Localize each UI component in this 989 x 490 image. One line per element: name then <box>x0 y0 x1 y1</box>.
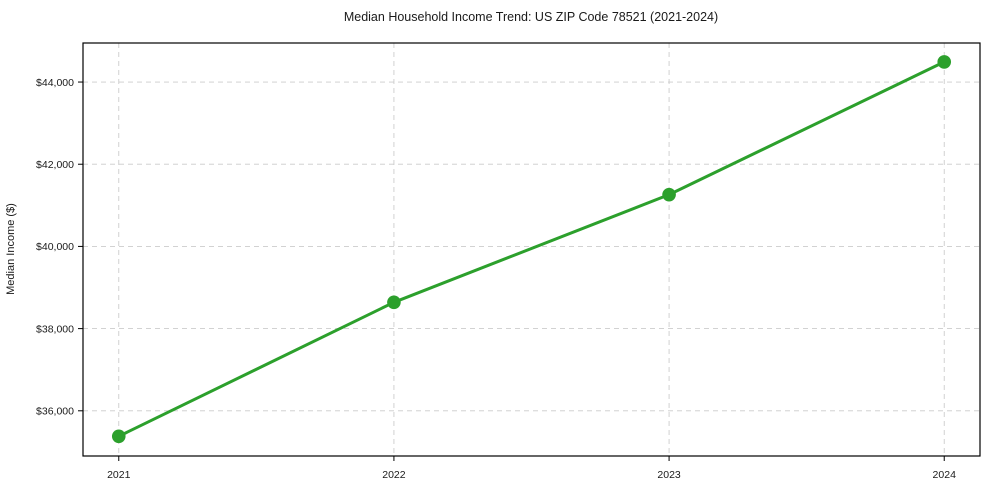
tick-layer: 2021 2022 2023 2024 $36,000 $38,000 $40,000 $42… <box>36 77 956 481</box>
data-point-2022 <box>387 295 401 310</box>
y-tick-label: $36,000 <box>36 406 74 418</box>
y-tick-label: $38,000 <box>36 323 74 335</box>
chart-title: Median Household Income Trend: US ZIP Co… <box>344 10 718 24</box>
series-layer <box>111 55 952 444</box>
data-point-2021 <box>111 429 126 444</box>
y-tick-label: $42,000 <box>36 159 74 171</box>
x-tick-label: 2022 <box>382 469 406 481</box>
data-point-2023 <box>662 187 676 202</box>
y-tick-label: $40,000 <box>36 241 74 253</box>
plot-border <box>82 42 981 457</box>
x-tick-label: 2024 <box>933 469 957 481</box>
y-tick-label: $44,000 <box>36 77 74 89</box>
median-household-income-line <box>117 60 946 438</box>
spine-layer <box>82 42 981 457</box>
y-axis-label: Median Income ($) <box>5 203 17 295</box>
grid-layer <box>83 43 980 456</box>
data-point-2024 <box>937 55 952 69</box>
x-tick-label: 2023 <box>657 469 681 481</box>
x-tick-label: 2021 <box>107 469 131 481</box>
